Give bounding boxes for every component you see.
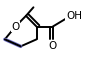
Text: O: O (11, 22, 20, 32)
Text: O: O (49, 41, 57, 51)
Text: OH: OH (66, 11, 82, 21)
